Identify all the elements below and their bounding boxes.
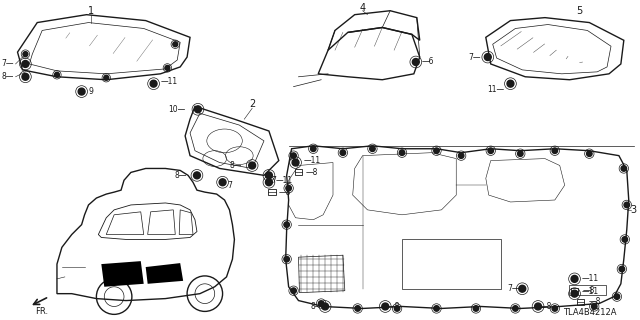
Text: 8—: 8— <box>311 302 323 311</box>
Circle shape <box>284 256 289 262</box>
Circle shape <box>266 172 273 179</box>
Text: —8: —8 <box>279 188 291 196</box>
Circle shape <box>322 303 328 310</box>
Text: 9: 9 <box>88 87 93 96</box>
Text: —8: —8 <box>588 297 601 306</box>
Circle shape <box>266 179 273 186</box>
Text: —11: —11 <box>161 77 178 86</box>
Circle shape <box>473 306 479 311</box>
Circle shape <box>355 306 360 311</box>
Circle shape <box>310 146 316 151</box>
Text: —8: —8 <box>305 168 318 177</box>
Circle shape <box>284 222 289 228</box>
Text: —11: —11 <box>303 156 321 165</box>
Circle shape <box>291 153 296 158</box>
Circle shape <box>22 60 29 68</box>
Text: —11: —11 <box>581 274 598 284</box>
Text: —11: —11 <box>276 176 293 185</box>
Text: —8: —8 <box>582 286 595 295</box>
Text: 8—: 8— <box>1 72 13 81</box>
Circle shape <box>571 290 578 297</box>
Circle shape <box>104 75 109 80</box>
Polygon shape <box>146 263 183 284</box>
Text: 7—: 7— <box>508 284 520 293</box>
Circle shape <box>518 151 523 156</box>
Text: 7—: 7— <box>1 60 13 68</box>
Text: 10—: 10— <box>168 105 185 114</box>
Circle shape <box>286 185 291 191</box>
Circle shape <box>249 162 255 169</box>
Circle shape <box>22 73 29 80</box>
Circle shape <box>399 150 404 156</box>
Bar <box>402 239 500 289</box>
Text: —11: —11 <box>581 287 598 296</box>
Circle shape <box>78 88 85 95</box>
Text: 8—: 8— <box>175 171 187 180</box>
Circle shape <box>173 42 178 47</box>
Circle shape <box>292 159 299 166</box>
Circle shape <box>534 303 541 310</box>
Text: 3: 3 <box>631 205 637 215</box>
Text: TLA4B4212A: TLA4B4212A <box>563 308 616 317</box>
Circle shape <box>319 301 324 306</box>
Text: 1: 1 <box>88 6 95 16</box>
Circle shape <box>195 106 202 113</box>
Circle shape <box>219 179 226 186</box>
Bar <box>294 170 303 175</box>
Circle shape <box>193 172 200 179</box>
Circle shape <box>458 153 464 158</box>
Text: 8—: 8— <box>230 161 243 170</box>
Text: 7—: 7— <box>468 52 481 61</box>
Circle shape <box>54 72 60 77</box>
Bar <box>577 299 584 305</box>
Text: 2: 2 <box>249 100 255 109</box>
Circle shape <box>412 59 419 66</box>
Circle shape <box>370 146 375 151</box>
Circle shape <box>340 150 346 156</box>
Text: —6: —6 <box>422 58 434 67</box>
Text: 5: 5 <box>577 6 582 16</box>
Bar <box>571 288 579 294</box>
Circle shape <box>434 148 439 154</box>
Circle shape <box>513 306 518 311</box>
Circle shape <box>394 306 400 311</box>
Text: FR.: FR. <box>36 307 49 316</box>
Circle shape <box>619 266 625 272</box>
Text: —8: —8 <box>540 302 552 311</box>
Circle shape <box>507 80 514 87</box>
Circle shape <box>165 66 170 70</box>
Circle shape <box>621 166 627 171</box>
Circle shape <box>291 288 296 293</box>
Circle shape <box>622 237 628 242</box>
Circle shape <box>150 80 157 87</box>
Circle shape <box>382 303 388 310</box>
Circle shape <box>571 276 578 282</box>
Circle shape <box>434 306 439 311</box>
Bar <box>568 285 606 295</box>
Circle shape <box>586 151 592 156</box>
Bar <box>268 189 276 195</box>
Circle shape <box>488 148 493 154</box>
Circle shape <box>23 52 28 57</box>
Circle shape <box>614 294 620 300</box>
Text: 7: 7 <box>271 176 276 185</box>
Circle shape <box>624 202 630 208</box>
Circle shape <box>552 148 557 154</box>
Circle shape <box>484 54 492 60</box>
Circle shape <box>552 306 557 311</box>
Text: 4: 4 <box>360 3 365 13</box>
Text: 7: 7 <box>227 181 232 190</box>
Circle shape <box>591 304 597 309</box>
Text: —8: —8 <box>387 302 399 311</box>
Text: 11—: 11— <box>488 85 504 94</box>
Polygon shape <box>101 261 144 287</box>
Circle shape <box>519 285 525 292</box>
